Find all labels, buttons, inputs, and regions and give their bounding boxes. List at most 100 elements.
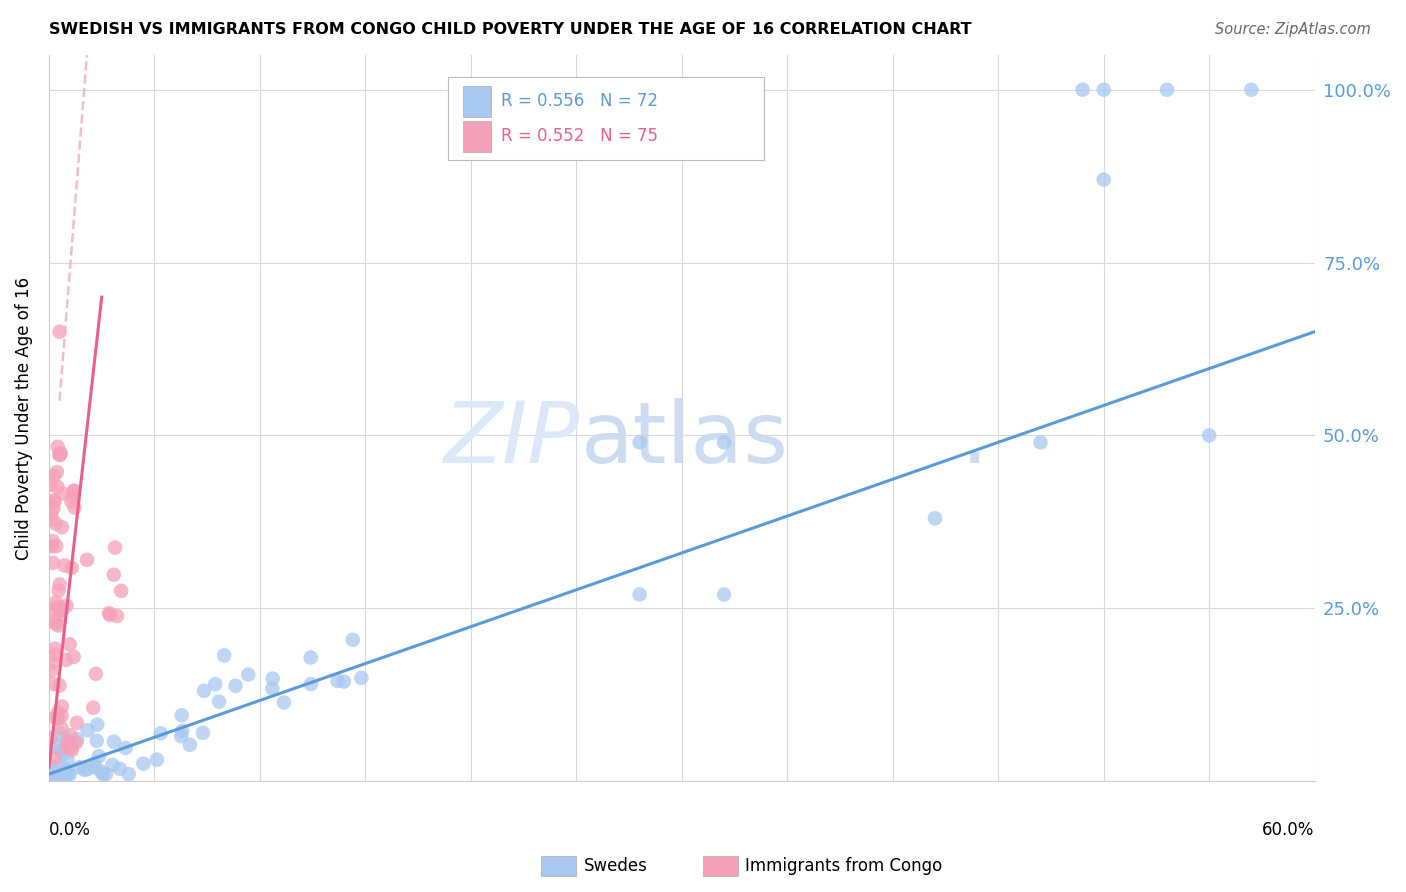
Point: [87, 749, 110, 764]
FancyBboxPatch shape: [463, 121, 491, 152]
Point: [46, 465, 69, 479]
Point: [62, 649, 84, 664]
Point: [41, 512, 63, 526]
Point: [628, 587, 651, 601]
Point: [82, 700, 104, 714]
Point: [1156, 83, 1178, 97]
Point: [39, 506, 62, 520]
Point: [170, 708, 193, 723]
Point: [42, 767, 65, 781]
Text: Source: ZipAtlas.com: Source: ZipAtlas.com: [1215, 22, 1371, 37]
Point: [51, 520, 73, 534]
Point: [103, 735, 125, 749]
Point: [1092, 172, 1115, 186]
Point: [1029, 435, 1052, 450]
Point: [114, 741, 136, 756]
Point: [333, 674, 356, 689]
Point: [208, 695, 231, 709]
Point: [66, 715, 89, 730]
Point: [46, 706, 69, 720]
Point: [76, 553, 98, 567]
Point: [1071, 83, 1094, 97]
Point: [83, 760, 105, 774]
Point: [51, 603, 73, 617]
Point: [44, 615, 66, 629]
Text: atlas: atlas: [581, 399, 789, 482]
Point: [48, 767, 70, 781]
Point: [46, 739, 69, 754]
Point: [63, 500, 86, 515]
Point: [42, 534, 65, 549]
Point: [55, 653, 77, 667]
Point: [56, 754, 79, 768]
Point: [98, 607, 121, 621]
Point: [49, 603, 72, 617]
Point: [42, 501, 65, 516]
Point: [45, 616, 67, 631]
Point: [225, 679, 247, 693]
FancyBboxPatch shape: [463, 87, 491, 117]
Point: [42, 656, 65, 670]
Point: [39, 477, 62, 491]
Point: [299, 677, 322, 691]
Point: [146, 753, 169, 767]
Point: [350, 671, 373, 685]
Point: [39, 767, 62, 781]
Point: [46, 761, 69, 775]
Point: [55, 599, 77, 613]
Point: [103, 567, 125, 582]
Point: [49, 766, 72, 780]
Point: [46, 599, 69, 614]
Point: [1092, 83, 1115, 97]
Point: [56, 735, 79, 749]
Point: [149, 726, 172, 740]
Point: [56, 767, 79, 781]
Point: [94, 767, 117, 781]
Point: [65, 735, 87, 749]
Point: [45, 516, 67, 531]
Point: [66, 732, 89, 747]
Point: [39, 758, 62, 772]
Point: [46, 712, 69, 726]
Point: [51, 699, 73, 714]
Point: [45, 595, 67, 609]
Text: R = 0.556   N = 72: R = 0.556 N = 72: [501, 92, 658, 110]
Text: 0.0%: 0.0%: [49, 821, 91, 839]
Text: R = 0.552   N = 75: R = 0.552 N = 75: [501, 128, 658, 145]
Point: [53, 762, 76, 776]
Point: [628, 435, 651, 450]
Point: [172, 723, 194, 738]
Point: [44, 751, 66, 765]
Point: [59, 740, 82, 755]
Point: [51, 709, 73, 723]
Point: [60, 743, 83, 757]
Text: .: .: [960, 399, 987, 482]
Point: [44, 494, 66, 508]
Point: [39, 664, 62, 678]
Point: [48, 678, 70, 692]
Point: [76, 723, 98, 738]
Point: [924, 511, 946, 525]
Point: [90, 764, 112, 779]
Point: [62, 484, 84, 499]
Point: [49, 743, 72, 757]
Point: [44, 604, 66, 618]
Point: [44, 648, 66, 662]
Point: [42, 556, 65, 570]
FancyBboxPatch shape: [447, 77, 763, 161]
Point: [238, 667, 260, 681]
Point: [59, 637, 82, 651]
Point: [101, 757, 124, 772]
Point: [132, 756, 155, 771]
Point: [55, 767, 77, 781]
Point: [170, 729, 193, 743]
Point: [69, 760, 91, 774]
Point: [86, 734, 108, 748]
Point: [51, 767, 73, 781]
Point: [83, 757, 105, 772]
Point: [108, 762, 131, 776]
Point: [193, 683, 215, 698]
Point: [39, 731, 62, 745]
Point: [48, 447, 70, 461]
Text: Swedes: Swedes: [583, 857, 647, 875]
